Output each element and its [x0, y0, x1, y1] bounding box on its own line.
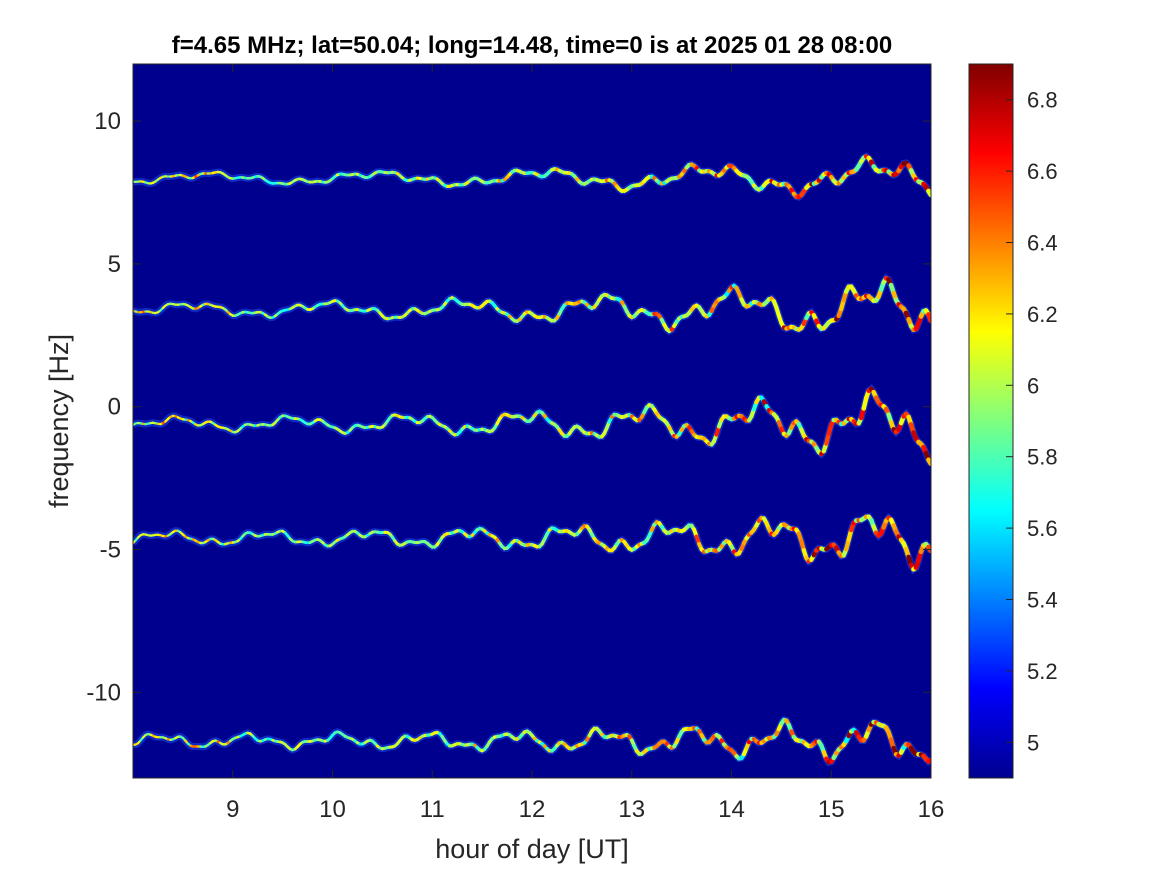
- colorbar-tick-label: 5.6: [1027, 516, 1058, 541]
- y-tick-label: -5: [100, 537, 121, 564]
- colorbar-tick-label: 6.4: [1027, 231, 1058, 256]
- x-tick-label: 15: [818, 796, 845, 823]
- y-tick-label: 10: [94, 108, 121, 135]
- colorbar-tick-label: 5.2: [1027, 659, 1058, 684]
- y-axis-label: frequency [Hz]: [44, 334, 74, 508]
- colorbar-tick-label: 6.2: [1027, 302, 1058, 327]
- colorbar-ticks: 6.8 6.6 6.4 6.2 6 5.8 5.6 5.4 5.2 5: [1006, 88, 1058, 755]
- trace-band: [133, 513, 931, 575]
- chart-title: f=4.65 MHz; lat=50.04; long=14.48, time=…: [172, 32, 892, 59]
- x-tick-label: 10: [319, 796, 346, 823]
- x-tick-label: 16: [918, 796, 945, 823]
- colorbar: [968, 63, 1014, 779]
- colorbar-tick-label: 6.6: [1027, 159, 1058, 184]
- spectral-traces: [133, 152, 931, 767]
- x-tick-label: 13: [618, 796, 645, 823]
- x-tick-label: 11: [420, 796, 445, 823]
- trace-band: [133, 273, 931, 336]
- colorbar-tick-label: 5.4: [1027, 588, 1058, 613]
- colorbar-tick-label: 6.8: [1027, 88, 1058, 113]
- x-axis-label: hour of day [UT]: [435, 834, 629, 864]
- y-tick-label: -10: [86, 679, 121, 706]
- trace-band: [133, 715, 931, 767]
- colorbar-tick-label: 5: [1027, 730, 1039, 755]
- x-tick-label: 12: [519, 796, 546, 823]
- x-tick-label: 14: [718, 796, 745, 823]
- colorbar-tick-label: 6: [1027, 373, 1039, 398]
- y-axis: 10 5 0 -5 -10: [86, 108, 931, 706]
- x-axis: 9 10 11 12 13 14 15 16: [226, 64, 944, 823]
- colorbar-tick-label: 5.8: [1027, 445, 1058, 470]
- trace-band: [133, 152, 931, 201]
- x-tick-label: 9: [226, 796, 239, 823]
- y-tick-label: 5: [108, 251, 121, 278]
- y-tick-label: 0: [108, 394, 121, 421]
- trace-band: [133, 383, 931, 467]
